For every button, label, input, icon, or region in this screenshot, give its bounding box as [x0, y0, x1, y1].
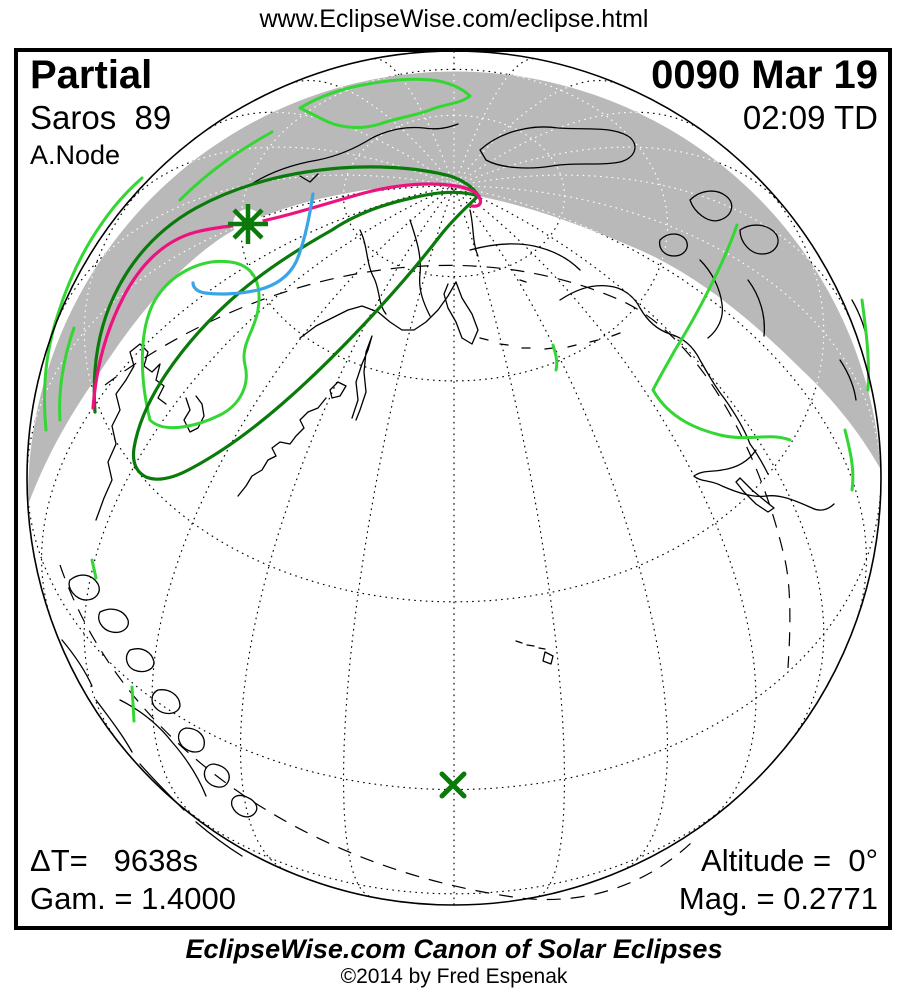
header-url: www.EclipseWise.com/eclipse.html: [259, 5, 649, 33]
green-boundaries: [43, 77, 871, 723]
map-frame: [14, 48, 892, 930]
rise-set-curve: [91, 182, 483, 410]
graticule-line: [151, 185, 455, 821]
graticule-line: [83, 173, 825, 506]
graticule-line: [453, 146, 787, 211]
delta-t-label: ΔT= 9638s: [30, 843, 199, 878]
globe: [26, 52, 882, 906]
graticule-line: [121, 146, 455, 211]
x-icon: [439, 771, 467, 799]
graticule-line: [342, 185, 455, 897]
graticule-line: [453, 111, 699, 187]
graticule-line: [453, 185, 566, 897]
magnitude-label: Mag. = 0.2771: [678, 881, 878, 916]
asterisk-hub: [241, 217, 255, 231]
subsolar-point-marker: [439, 771, 467, 799]
eclipse-time-label: 02:09 TD: [742, 99, 878, 136]
gamma-label: Gam. = 1.4000: [30, 881, 236, 916]
graticule-line: [83, 185, 455, 740]
globe-limb: [26, 52, 882, 906]
dashed-great-circle: [59, 264, 791, 901]
penumbra-limit-curves: [92, 165, 481, 481]
graticule-line: [342, 114, 566, 278]
greatest-eclipse-marker: [228, 204, 268, 244]
footer-copyright: ©2014 by Fred Espenak: [340, 965, 568, 988]
eclipse-date-label: 0090 Mar 19: [651, 53, 878, 97]
graticule-line: [374, 58, 455, 187]
graticule-line: [453, 185, 757, 821]
night-shading: [27, 71, 881, 506]
graticule-line: [453, 185, 881, 468]
altitude-label: Altitude = 0°: [701, 843, 878, 878]
graticule-line: [453, 58, 534, 187]
max-eclipse-at-rise-set-curve: [191, 192, 315, 296]
graticule-line: [56, 174, 455, 321]
eclipse-limit-oval: [131, 190, 481, 481]
eclipse-type-label: Partial: [30, 53, 153, 97]
graticule-line: [453, 174, 852, 321]
graticule-line: [453, 185, 825, 740]
node-label: A.Node: [30, 140, 121, 170]
saros-label: Saros 89: [30, 99, 172, 136]
footer-title: EclipseWise.com Canon of Solar Eclipses: [185, 934, 723, 964]
northern-limit-curve: [92, 165, 480, 414]
coastlines: [61, 123, 869, 857]
